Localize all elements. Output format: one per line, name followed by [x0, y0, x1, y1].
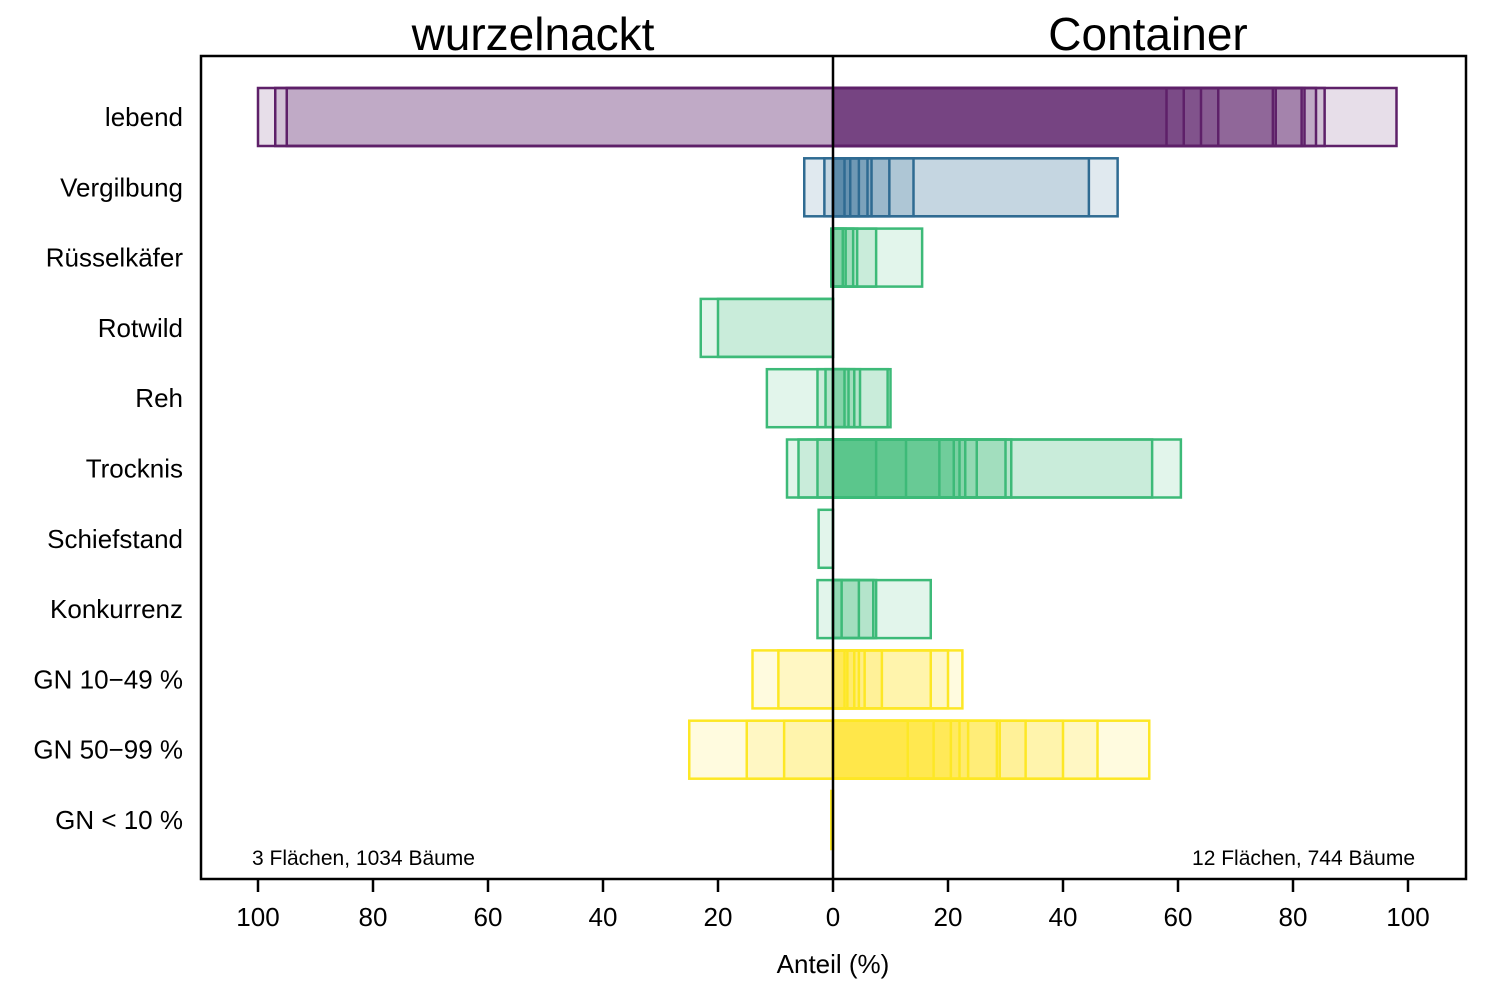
bar-right-rüsselkäfer-5 — [831, 227, 845, 288]
x-axis: 100 80 60 40 20 0 20 40 60 80 100 — [236, 879, 1430, 932]
bar-right-konkurrenz-0 — [831, 578, 932, 640]
bar-right-lebend-9 — [831, 86, 1185, 148]
bar-right-gn-50-99-7 — [831, 719, 961, 780]
category-label-reh: Reh — [135, 383, 183, 413]
bar-right-rüsselkäfer-1 — [831, 227, 878, 288]
x-tick-label-1: 80 — [359, 902, 388, 932]
left-title: wurzelnackt — [411, 8, 655, 60]
x-tick-label-2: 60 — [474, 902, 503, 932]
bar-left-schiefstand-0 — [817, 508, 835, 570]
bar-right-gn-50-99-9 — [831, 719, 935, 780]
x-tick-label-10: 100 — [1386, 902, 1429, 932]
category-label-trocknis: Trocknis — [86, 454, 183, 484]
bar-right-gn-50-99-6 — [831, 719, 970, 780]
x-axis-title: Anteil (%) — [777, 949, 890, 979]
bar-right-trocknis-10 — [831, 438, 878, 499]
category-label-konkurrenz: Konkurrenz — [50, 594, 183, 624]
x-tick-label-4: 20 — [704, 902, 733, 932]
bar-right-reh-5 — [831, 367, 846, 429]
bar-right-gn-50-99-10 — [831, 719, 909, 780]
bar-left-gn-50-99-2 — [782, 719, 835, 780]
x-tick-label-3: 40 — [589, 902, 618, 932]
bar-right-vergilbung-1 — [831, 157, 1091, 218]
category-label-vergilbung: Vergilbung — [60, 172, 183, 202]
bar-right-gn-50-99-3 — [831, 719, 1027, 780]
bar-right-gn-10-49-8 — [831, 649, 846, 710]
bar-right-lebend-8 — [831, 86, 1203, 148]
category-label-rüsselkäfer: Rüsselkäfer — [46, 243, 184, 273]
bar-left-lebend-1 — [274, 86, 835, 148]
bar-left-gn-10-49-1 — [777, 649, 835, 710]
category-label-gn-50-99: GN 50−99 % — [33, 735, 183, 765]
category-label-schiefstand: Schiefstand — [47, 524, 183, 554]
bar-right-trocknis-5 — [831, 438, 967, 499]
bar-right-konkurrenz-3 — [831, 578, 861, 640]
bar-left-vergilbung-1 — [823, 157, 835, 218]
left-note: 3 Flächen, 1034 Bäume — [252, 847, 475, 870]
bar-right-gn-50-99-8 — [831, 719, 953, 780]
bar-right-konkurrenz-2 — [831, 578, 875, 640]
bar-right-konkurrenz-4 — [831, 578, 843, 640]
bar-left-rotwild-0 — [699, 297, 835, 359]
bar-left-lebend-0 — [256, 86, 835, 148]
right-note: 12 Flächen, 744 Bäume — [1192, 847, 1415, 870]
bar-left-trocknis-2 — [816, 438, 835, 499]
bar-right-rüsselkäfer-0 — [831, 227, 924, 288]
x-tick-label-7: 40 — [1049, 902, 1078, 932]
category-label-rotwild: Rotwild — [98, 313, 183, 343]
category-labels: lebend Vergilbung Rüsselkäfer Rotwild Reh Tro… — [33, 102, 183, 835]
x-tick-label-8: 60 — [1164, 902, 1193, 932]
bar-left-reh-0 — [765, 367, 835, 429]
bar-right-trocknis-9 — [831, 438, 908, 499]
category-label-lebend: lebend — [105, 102, 183, 132]
bar-right-lebend-10 — [831, 86, 1168, 148]
bar-right-lebend-1 — [831, 86, 1326, 148]
bar-right-lebend-7 — [831, 86, 1220, 148]
category-label-gn-10: GN < 10 % — [55, 805, 183, 835]
bar-left-konkurrenz-0 — [816, 578, 835, 640]
x-tick-label-9: 80 — [1279, 902, 1308, 932]
bar-right-vergilbung-8 — [831, 157, 846, 218]
right-title: Container — [1048, 8, 1247, 60]
bar-left-lebend-2 — [285, 86, 835, 148]
category-label-gn-10-49: GN 10−49 % — [33, 664, 183, 694]
bar-right-vergilbung-6 — [831, 157, 861, 218]
x-tick-label-0: 100 — [236, 902, 279, 932]
bar-left-rotwild-1 — [716, 297, 835, 359]
x-tick-label-5: 0 — [826, 902, 840, 932]
x-tick-label-6: 20 — [934, 902, 963, 932]
bars-layer — [256, 86, 1398, 851]
